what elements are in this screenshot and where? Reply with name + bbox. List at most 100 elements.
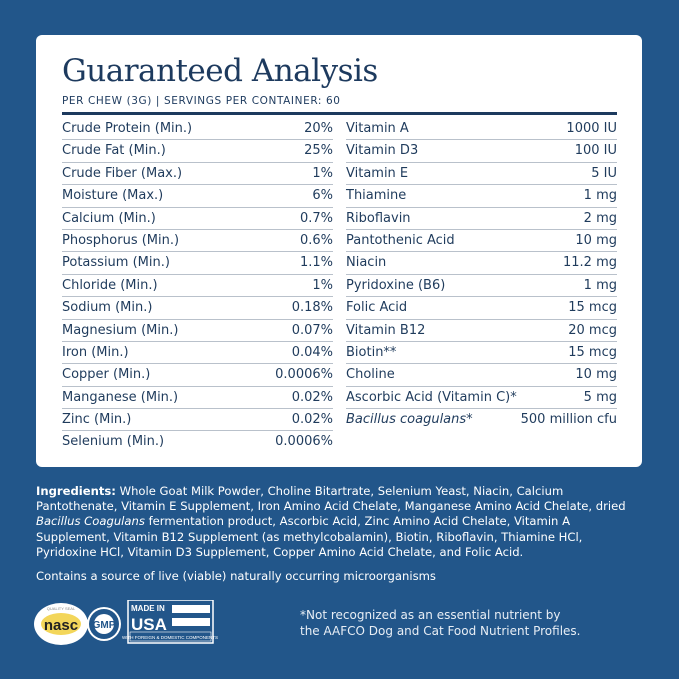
footnote-line: the AAFCO Dog and Cat Food Nutrient Prof… <box>300 624 581 638</box>
nutrient-value: 0.7% <box>299 210 333 226</box>
nutrient-value: 2 mg <box>583 210 617 226</box>
nutrient-value: 10 mg <box>575 232 617 248</box>
certification-logos: nasc QUALITY SEAL GMP MADE IN USA WITH F… <box>34 600 218 645</box>
nutrient-row: Crude Fat (Min.) 25% <box>62 140 333 163</box>
nutrient-name: Copper (Min.) <box>62 367 151 383</box>
nutrient-value: 15 mcg <box>568 300 617 316</box>
nutrient-name: Choline <box>346 367 395 383</box>
nutrient-value: 10 mg <box>575 367 617 383</box>
nutrient-name: Biotin** <box>346 344 397 360</box>
nutrient-name: Ascorbic Acid (Vitamin C)* <box>346 389 517 405</box>
nutrient-name: Magnesium (Min.) <box>62 322 179 338</box>
nutrient-value: 0.0006% <box>275 434 333 450</box>
nutrient-value: 6% <box>312 188 333 204</box>
nutrient-row: Crude Protein (Min.) 20% <box>62 118 333 141</box>
nutrient-name: Zinc (Min.) <box>62 412 132 428</box>
nutrient-value: 100 IU <box>574 143 617 159</box>
nutrient-value: 1 mg <box>583 277 617 293</box>
nutrient-name: Vitamin E <box>346 165 409 181</box>
nutrient-name: Crude Fiber (Max.) <box>62 165 183 181</box>
nutrient-name: Vitamin B12 <box>346 322 426 338</box>
nutrient-value: 20% <box>304 121 333 136</box>
nutrient-value: 0.18% <box>291 300 333 316</box>
nutrient-value: 0.02% <box>291 389 333 405</box>
nutrient-value: 0.02% <box>291 412 333 428</box>
microorganism-note: Contains a source of live (viable) natur… <box>36 569 436 583</box>
nutrient-row: Crude Fiber (Max.) 1% <box>62 163 333 186</box>
nutrient-row: Biotin** 15 mcg <box>346 342 617 365</box>
nutrient-name: Sodium (Min.) <box>62 300 153 316</box>
nutrient-row: Choline 10 mg <box>346 364 617 387</box>
nutrient-name: Vitamin A <box>346 121 409 136</box>
gmp-text: GMP <box>93 620 116 631</box>
nutrient-row: Manganese (Min.) 0.02% <box>62 387 333 410</box>
nutrient-value: 15 mcg <box>568 344 617 360</box>
serving-info: PER CHEW (3G) | SERVINGS PER CONTAINER: … <box>62 95 341 107</box>
nutrient-row: Potassium (Min.) 1.1% <box>62 252 333 275</box>
nutrient-row: Niacin 11.2 mg <box>346 252 617 275</box>
nasc-text: nasc <box>44 617 78 634</box>
nutrient-value: 0.0006% <box>275 367 333 383</box>
nutrient-row: Sodium (Min.) 0.18% <box>62 297 333 320</box>
nutrient-row: Phosphorus (Min.) 0.6% <box>62 230 333 253</box>
nutrient-row: Copper (Min.) 0.0006% <box>62 364 333 387</box>
nutrient-row: Pantothenic Acid 10 mg <box>346 230 617 253</box>
nutrient-value: 1.1% <box>299 255 333 271</box>
nutrient-row: Folic Acid 15 mcg <box>346 297 617 320</box>
nutrient-row: Pyridoxine (B6) 1 mg <box>346 275 617 298</box>
nutrient-value: 1000 IU <box>566 121 617 136</box>
nutrient-value: 25% <box>304 143 333 159</box>
nutrient-row: Vitamin E 5 IU <box>346 163 617 186</box>
nasc-seal-text: QUALITY SEAL <box>47 606 76 611</box>
nasc-logo: nasc QUALITY SEAL <box>34 603 88 645</box>
nutrient-name: Riboflavin <box>346 210 411 226</box>
nutrient-row: Calcium (Min.) 0.7% <box>62 208 333 230</box>
nutrient-value: 1% <box>312 165 333 181</box>
nutrient-value: 1% <box>312 277 333 293</box>
nutrient-row: Chloride (Min.) 1% <box>62 275 333 298</box>
nutrient-name: Folic Acid <box>346 300 408 316</box>
nutrient-column-left: Crude Protein (Min.) 20% Crude Fat (Min.) 2… <box>62 118 333 453</box>
nutrient-value: 1 mg <box>583 188 617 204</box>
nutrient-name: Moisture (Max.) <box>62 188 164 204</box>
nutrient-name: Pyridoxine (B6) <box>346 277 446 293</box>
nutrient-name: Niacin <box>346 255 387 271</box>
ingredients-part: fermentation product, Ascorbic Acid, Zin… <box>36 514 583 559</box>
usa-text-1: MADE IN <box>131 604 165 613</box>
nutrient-value: 20 mcg <box>568 322 617 338</box>
nutrient-row: Vitamin B12 20 mcg <box>346 320 617 342</box>
nutrient-column-right: Vitamin A 1000 IU Vitamin D3 100 IU Vitamin … <box>346 118 617 430</box>
footnote-line: *Not recognized as an essential nutrient… <box>300 608 561 622</box>
nutrient-value: 0.07% <box>291 322 333 338</box>
nutrient-name: Crude Protein (Min.) <box>62 121 193 136</box>
nutrient-name: Crude Fat (Min.) <box>62 143 166 159</box>
nutrient-row: Thiamine 1 mg <box>346 185 617 208</box>
nutrient-value: 500 million cfu <box>520 412 617 428</box>
made-in-usa-logo: MADE IN USA WITH FOREIGN & DOMESTIC COMP… <box>122 600 218 644</box>
nutrient-name: Chloride (Min.) <box>62 277 158 293</box>
page-title: Guaranteed Analysis <box>62 53 378 89</box>
nutrient-name: Iron (Min.) <box>62 344 129 360</box>
usa-text-2: USA <box>131 615 167 634</box>
ingredients-text: Ingredients: Whole Goat Milk Powder, Cho… <box>36 484 646 560</box>
nutrient-row: Selenium (Min.) 0.0006% <box>62 431 333 452</box>
nutrient-name: Bacillus coagulans* <box>346 412 473 428</box>
nutrient-name: Pantothenic Acid <box>346 232 455 248</box>
nutrient-row: Magnesium (Min.) 0.07% <box>62 320 333 342</box>
divider <box>62 112 617 115</box>
guaranteed-analysis-card: Guaranteed Analysis PER CHEW (3G) | SERV… <box>36 35 642 467</box>
nutrient-row: Riboflavin 2 mg <box>346 208 617 230</box>
nutrient-value: 0.6% <box>299 232 333 248</box>
nutrient-value: 11.2 mg <box>563 255 617 271</box>
nutrient-row: Ascorbic Acid (Vitamin C)* 5 mg <box>346 387 617 410</box>
nutrient-name: Manganese (Min.) <box>62 389 179 405</box>
gmp-logo: GMP <box>87 607 121 641</box>
nutrient-row: Vitamin D3 100 IU <box>346 140 617 163</box>
nutrient-name: Calcium (Min.) <box>62 210 156 226</box>
nutrient-name: Selenium (Min.) <box>62 434 165 450</box>
nutrient-row: Zinc (Min.) 0.02% <box>62 409 333 432</box>
footnote: *Not recognized as an essential nutrient… <box>300 607 581 639</box>
ingredients-label: Ingredients: <box>36 484 116 498</box>
ingredients-italic: Bacillus Coagulans <box>36 514 145 529</box>
nutrient-value: 5 mg <box>583 389 617 405</box>
